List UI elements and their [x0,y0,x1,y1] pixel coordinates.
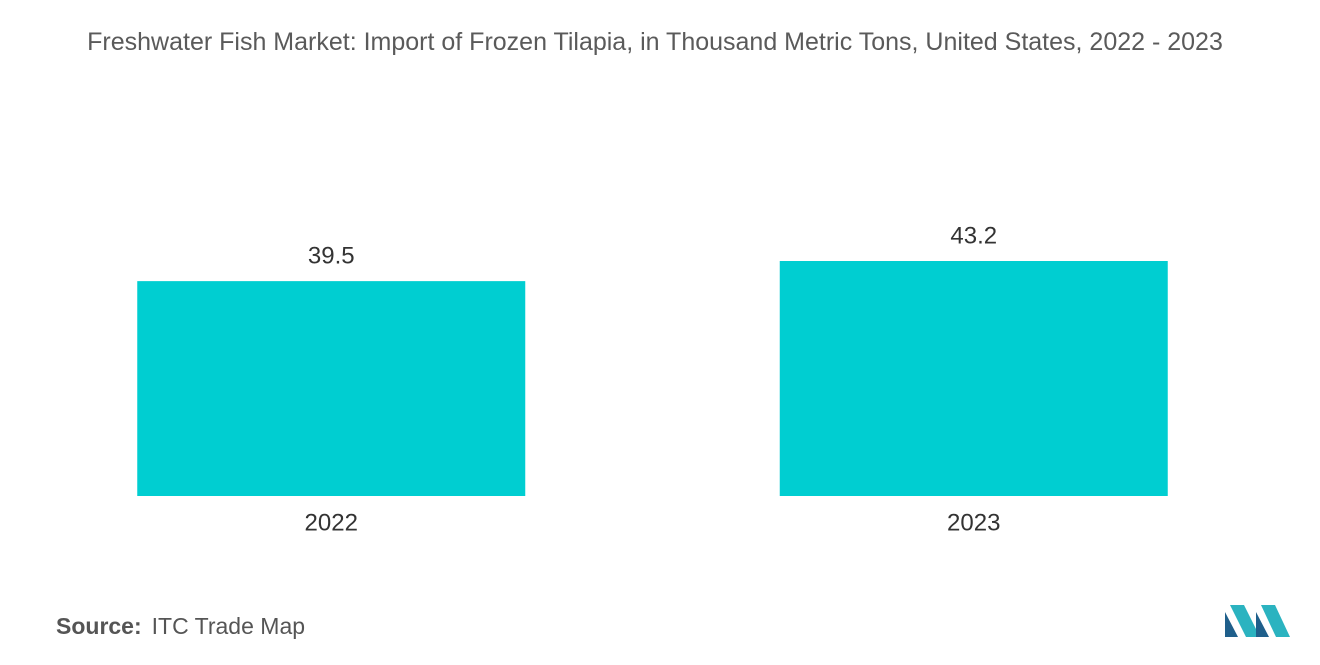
source-text: ITC Trade Map [151,613,306,639]
chart-title: Freshwater Fish Market: Import of Frozen… [87,28,1223,56]
bar [779,261,1168,496]
source-label: Source: [56,613,142,639]
source: Source: ITC Trade Map [56,613,305,640]
value-label: 43.2 [950,222,997,249]
x-tick-label: 2023 [947,509,1000,536]
x-tick-label: 2022 [305,509,358,536]
bar [137,281,526,496]
value-label: 39.5 [308,242,355,269]
logo [1225,605,1290,637]
